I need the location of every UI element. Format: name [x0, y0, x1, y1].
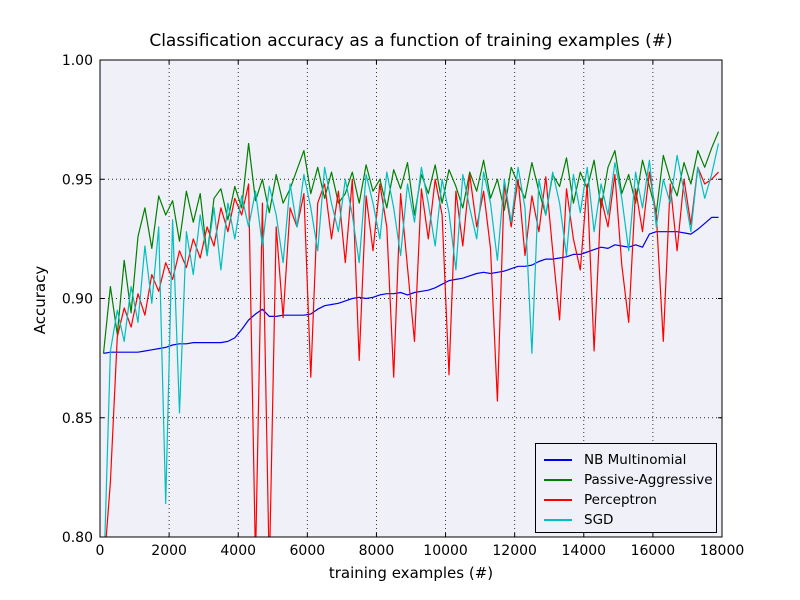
x-tick-label: 2000	[151, 543, 187, 559]
legend-label: SGD	[584, 512, 614, 528]
legend-item-nb-multinomial: NB Multinomial	[544, 450, 716, 470]
x-tick-label: 10000	[423, 543, 468, 559]
x-tick-label: 0	[96, 543, 105, 559]
series-lines	[102, 131, 720, 537]
line-sample-icon	[544, 479, 572, 481]
y-tick-label: 0.95	[62, 172, 93, 188]
y-tick-label: 0.85	[62, 411, 93, 427]
legend-item-sgd: SGD	[544, 510, 716, 530]
line-sample-icon	[544, 459, 572, 461]
series-line-sgd	[104, 143, 720, 537]
x-tick-label: 8000	[359, 543, 395, 559]
y-tick-label: 0.90	[62, 292, 93, 308]
y-axis-label: Accuracy	[31, 265, 49, 335]
x-tick-label: 12000	[492, 543, 537, 559]
series-line-nb-multinomial	[103, 216, 719, 354]
y-tick-label: 1.00	[62, 53, 93, 69]
x-tick-label: 4000	[220, 543, 256, 559]
chart-title: Classification accuracy as a function of…	[149, 31, 673, 51]
x-tick-label: 6000	[290, 543, 326, 559]
legend-label: Passive-Aggressive	[584, 472, 713, 488]
legend-label: Perceptron	[584, 492, 657, 508]
x-axis-label: training examples (#)	[328, 564, 494, 582]
legend: NB Multinomial Passive-Aggressive Percep…	[535, 443, 717, 533]
legend-item-perceptron: Perceptron	[544, 490, 716, 510]
line-sample-icon	[544, 499, 572, 501]
x-tick-label: 18000	[700, 543, 745, 559]
legend-item-passive-aggressive: Passive-Aggressive	[544, 470, 716, 490]
series-line-perceptron	[105, 166, 719, 537]
legend-label: NB Multinomial	[584, 452, 687, 468]
y-tick-label: 0.80	[62, 530, 93, 546]
x-tick-label: 16000	[631, 543, 676, 559]
line-sample-icon	[544, 519, 572, 521]
x-tick-label: 14000	[562, 543, 607, 559]
